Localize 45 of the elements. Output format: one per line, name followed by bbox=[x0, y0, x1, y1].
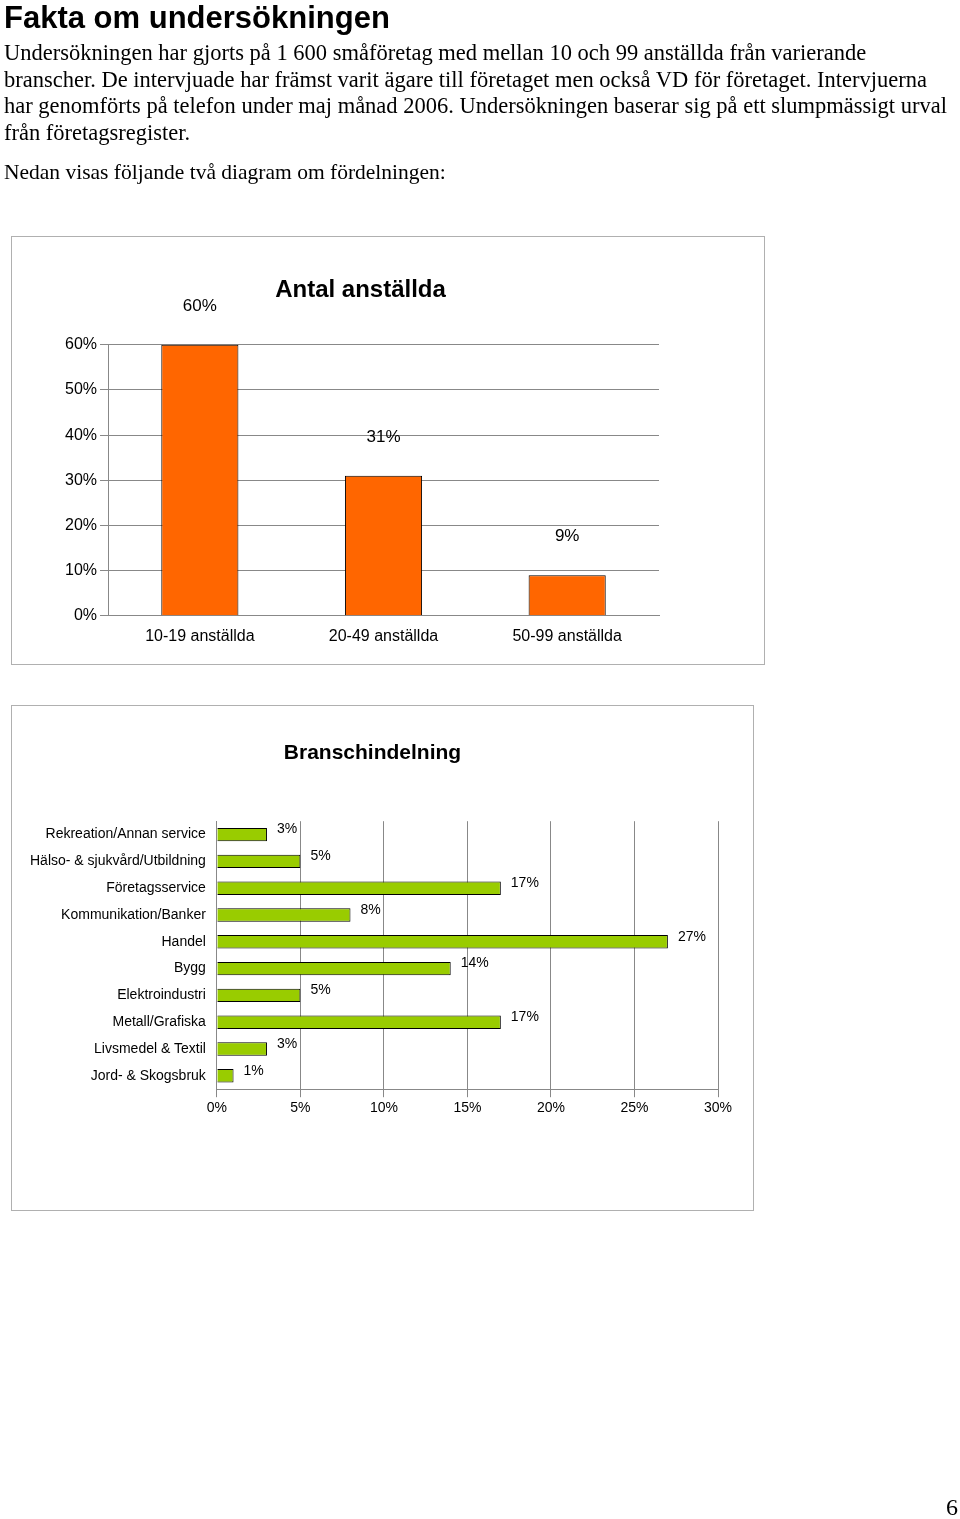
chart-title: Branschindelning bbox=[283, 740, 462, 764]
x-tick-label: 20% bbox=[536, 1099, 565, 1116]
y-tick-label: Elektroindustri bbox=[117, 986, 206, 1003]
text: 6 bbox=[946, 1494, 958, 1519]
y-tick-label: 40% bbox=[64, 425, 98, 443]
x-tick-label: 25% bbox=[620, 1099, 649, 1116]
data-label: 17% bbox=[510, 874, 539, 891]
x-tick-label: 20-49 anställda bbox=[328, 626, 439, 644]
data-label: 3% bbox=[276, 1034, 298, 1051]
data-label: 9% bbox=[554, 526, 580, 546]
y-tick-label: 20% bbox=[64, 515, 98, 533]
x-tick-label: 10-19 anställda bbox=[145, 626, 255, 644]
x-tick-label: 5% bbox=[290, 1099, 311, 1116]
x-tick-label: 10% bbox=[369, 1099, 398, 1116]
data-label: 3% bbox=[276, 820, 298, 837]
data-label: 27% bbox=[677, 927, 706, 944]
y-tick-label: Bygg bbox=[173, 959, 206, 976]
data-label: 17% bbox=[510, 1008, 539, 1025]
x-tick-label: 50-99 anställda bbox=[512, 626, 622, 644]
data-label: 8% bbox=[360, 900, 381, 917]
text: Undersökningen har gjorts på 1 600 småföretag med mellan 10 och 99 anställda från varierande branscher. De intervjuade har främst varit ägare till företaget men också VD för företaget. Intervjuerna har genomförts på telefon under maj månad 2006. Undersökningen baserar sig på ett slumpmässigt urval från företagsregister. bbox=[4, 40, 948, 146]
y-tick-label: 10% bbox=[64, 561, 98, 579]
x-tick-label: 15% bbox=[453, 1099, 482, 1116]
y-tick-label: Handel bbox=[161, 932, 206, 949]
text: Fakta om undersökningen bbox=[4, 0, 391, 36]
y-tick-label: 0% bbox=[73, 606, 98, 624]
data-label: 1% bbox=[243, 1061, 264, 1078]
chart-title: Antal anställda bbox=[275, 275, 447, 303]
y-tick-label: Metall/Grafiska bbox=[112, 1013, 207, 1030]
y-tick-label: Jord- & Skogsbruk bbox=[90, 1066, 207, 1083]
data-label: 5% bbox=[310, 981, 331, 998]
y-tick-label: Rekreation/Annan service bbox=[45, 825, 207, 842]
text: Nedan visas följande två diagram om fördelningen: bbox=[4, 160, 447, 185]
y-tick-label: Livsmedel & Textil bbox=[94, 1039, 206, 1056]
y-tick-label: 50% bbox=[64, 380, 98, 398]
x-tick-label: 0% bbox=[206, 1099, 227, 1116]
data-label: 5% bbox=[310, 847, 331, 864]
data-label: 14% bbox=[460, 954, 489, 971]
y-tick-label: 30% bbox=[64, 470, 98, 488]
y-tick-label: Kommunikation/Banker bbox=[61, 905, 207, 922]
y-tick-label: Hälso- & sjukvård/Utbildning bbox=[30, 852, 206, 869]
x-tick-label: 30% bbox=[703, 1099, 733, 1116]
y-tick-label: 60% bbox=[64, 335, 98, 353]
y-tick-label: Företagsservice bbox=[106, 879, 207, 896]
data-label: 31% bbox=[366, 426, 401, 446]
